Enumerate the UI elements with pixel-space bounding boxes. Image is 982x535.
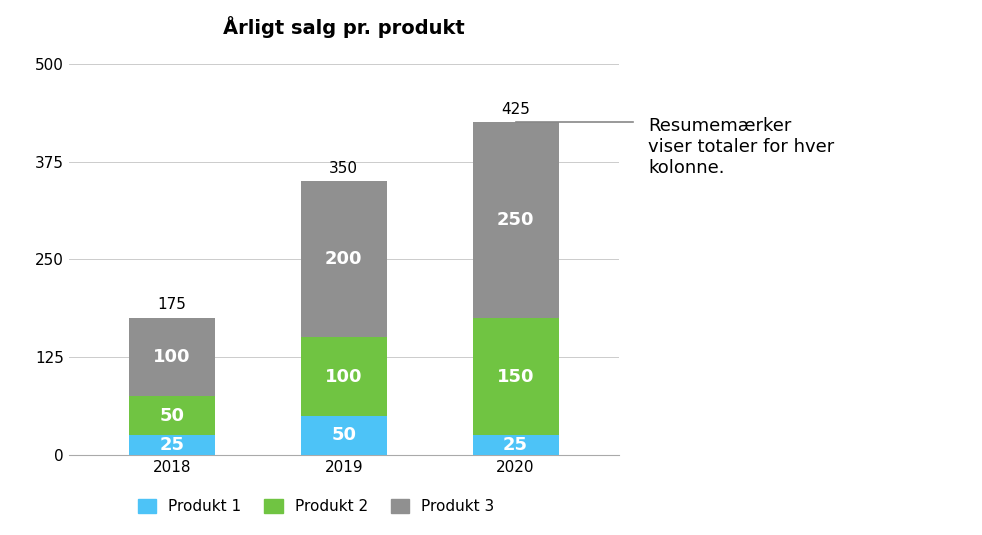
Text: 50: 50 bbox=[159, 407, 185, 425]
Bar bbox=[129, 396, 215, 435]
Text: 100: 100 bbox=[153, 348, 191, 366]
Text: 250: 250 bbox=[497, 211, 534, 229]
Bar bbox=[129, 435, 215, 455]
Text: 350: 350 bbox=[329, 160, 358, 175]
Bar bbox=[300, 416, 387, 455]
Text: 100: 100 bbox=[325, 368, 362, 386]
Bar bbox=[300, 181, 387, 338]
Bar bbox=[300, 338, 387, 416]
Text: 50: 50 bbox=[331, 426, 356, 444]
Bar bbox=[129, 318, 215, 396]
Text: 150: 150 bbox=[497, 368, 534, 386]
Text: 200: 200 bbox=[325, 250, 362, 268]
Text: 25: 25 bbox=[503, 436, 528, 454]
Bar bbox=[472, 435, 559, 455]
Text: 425: 425 bbox=[501, 102, 530, 117]
Bar bbox=[472, 123, 559, 318]
Bar bbox=[472, 318, 559, 435]
Text: Resumemærker
viser totaler for hver
kolonne.: Resumemærker viser totaler for hver kolo… bbox=[648, 117, 835, 177]
Legend: Produkt 1, Produkt 2, Produkt 3: Produkt 1, Produkt 2, Produkt 3 bbox=[132, 493, 501, 521]
Title: Årligt salg pr. produkt: Årligt salg pr. produkt bbox=[223, 16, 464, 39]
Text: 25: 25 bbox=[159, 436, 185, 454]
Text: 175: 175 bbox=[157, 297, 187, 312]
